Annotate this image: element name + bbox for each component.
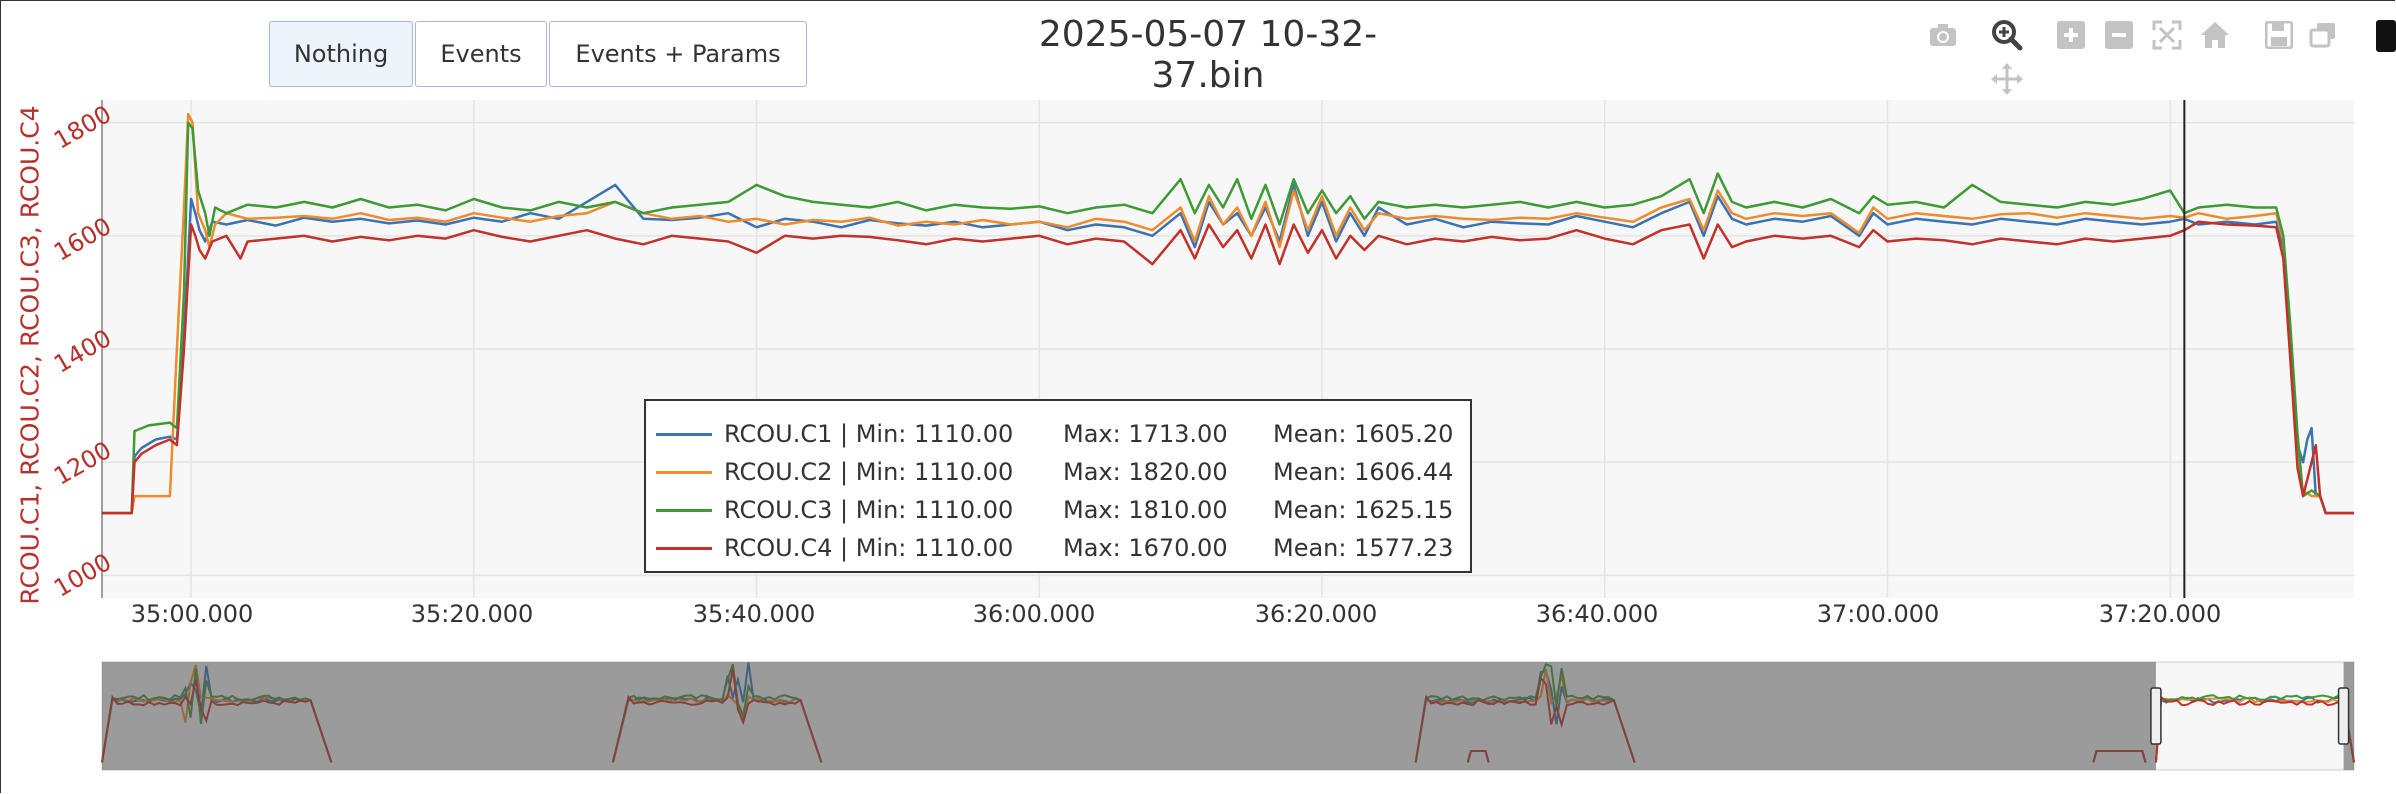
series-line-rcou-c1 <box>102 183 2354 515</box>
events-button[interactable]: Events <box>415 21 547 87</box>
home-icon[interactable] <box>2198 18 2232 52</box>
legend-swatch <box>656 470 712 474</box>
x-tick-label: 35:20.000 <box>410 600 534 628</box>
save-icon[interactable] <box>2262 18 2296 52</box>
legend-item-rcou-c4[interactable]: RCOU.C4 | Min: 1110.00 Max: 1670.00 Mean… <box>656 529 1453 567</box>
legend-name: RCOU.C3 | Min: 1110.00 <box>724 496 1014 524</box>
range-slider-trace <box>2154 694 2355 763</box>
x-tick-label: 36:40.000 <box>1535 600 1659 628</box>
legend-max: Max: 1810.00 <box>1063 496 1228 524</box>
x-tick-label: 35:40.000 <box>692 600 816 628</box>
range-slider-mask-left <box>102 662 2156 770</box>
zoom-in-icon[interactable] <box>2054 18 2088 52</box>
legend-swatch <box>656 508 712 512</box>
legend-item-rcou-c3[interactable]: RCOU.C3 | Min: 1110.00 Max: 1810.00 Mean… <box>656 491 1453 529</box>
series-line-rcou-c3 <box>102 121 2354 515</box>
legend-max: Max: 1820.00 <box>1063 458 1228 486</box>
legend-item-rcou-c1[interactable]: RCOU.C1 | Min: 1110.00 Max: 1713.00 Mean… <box>656 415 1453 453</box>
range-slider[interactable] <box>101 661 2355 771</box>
legend-mean: Mean: 1605.20 <box>1273 420 1454 448</box>
series-line-rcou-c2 <box>102 112 2354 515</box>
pan-icon[interactable] <box>1990 62 2024 96</box>
legend-max: Max: 1670.00 <box>1063 534 1228 562</box>
plotly-logo-icon[interactable] <box>2376 20 2396 52</box>
x-tick-label: 36:20.000 <box>1254 600 1378 628</box>
events-params-button[interactable]: Events + Params <box>549 21 807 87</box>
legend-item-rcou-c2[interactable]: RCOU.C2 | Min: 1110.00 Max: 1820.00 Mean… <box>656 453 1453 491</box>
series-line-rcou-c4 <box>102 220 2354 515</box>
range-slider-handle-right[interactable] <box>2337 687 2350 745</box>
chart-title: 2025-05-07 10-32-37.bin <box>1038 14 1378 96</box>
legend-name: RCOU.C2 | Min: 1110.00 <box>724 458 1014 486</box>
nothing-button[interactable]: Nothing <box>269 21 413 87</box>
legend-name: RCOU.C4 | Min: 1110.00 <box>724 534 1014 562</box>
legend-swatch <box>656 546 712 550</box>
compare-icon[interactable] <box>2306 18 2340 52</box>
zoom-out-icon[interactable] <box>2102 18 2136 52</box>
legend-mean: Mean: 1606.44 <box>1273 458 1454 486</box>
legend-swatch <box>656 432 712 436</box>
series-layer <box>102 112 2354 515</box>
range-slider-trace <box>2154 695 2355 763</box>
legend[interactable]: RCOU.C1 | Min: 1110.00 Max: 1713.00 Mean… <box>644 399 1472 573</box>
legend-name: RCOU.C1 | Min: 1110.00 <box>724 420 1014 448</box>
legend-max: Max: 1713.00 <box>1063 420 1228 448</box>
y-axis-label: RCOU.C1, RCOU.C2, RCOU.C3, RCOU.C4 <box>15 105 45 605</box>
camera-icon[interactable] <box>1926 18 1960 52</box>
zoom-icon[interactable] <box>1990 18 2024 52</box>
legend-mean: Mean: 1625.15 <box>1273 496 1454 524</box>
x-tick-label: 37:20.000 <box>2098 600 2222 628</box>
legend-mean: Mean: 1577.23 <box>1273 534 1454 562</box>
range-slider-handle-left[interactable] <box>2150 687 2162 745</box>
autoscale-icon[interactable] <box>2150 18 2184 52</box>
x-tick-label: 37:00.000 <box>1816 600 1940 628</box>
x-tick-label: 35:00.000 <box>130 600 254 628</box>
x-tick-label: 36:00.000 <box>972 600 1096 628</box>
